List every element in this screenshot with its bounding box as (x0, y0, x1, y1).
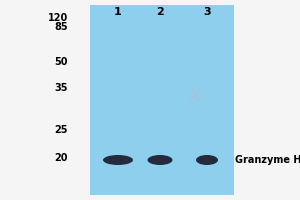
Text: 3: 3 (203, 7, 211, 17)
Ellipse shape (103, 155, 133, 165)
Text: Granzyme H: Granzyme H (235, 155, 300, 165)
Text: 25: 25 (55, 125, 68, 135)
Ellipse shape (148, 155, 172, 165)
Text: 50: 50 (55, 57, 68, 67)
Text: 35: 35 (55, 83, 68, 93)
Text: 120: 120 (48, 13, 68, 23)
Text: 85: 85 (54, 22, 68, 32)
Text: 20: 20 (55, 153, 68, 163)
Bar (90, 5, 234, 195)
Ellipse shape (196, 155, 218, 165)
Text: 2: 2 (156, 7, 164, 17)
Text: 1: 1 (114, 7, 122, 17)
Text: x: x (188, 83, 202, 107)
